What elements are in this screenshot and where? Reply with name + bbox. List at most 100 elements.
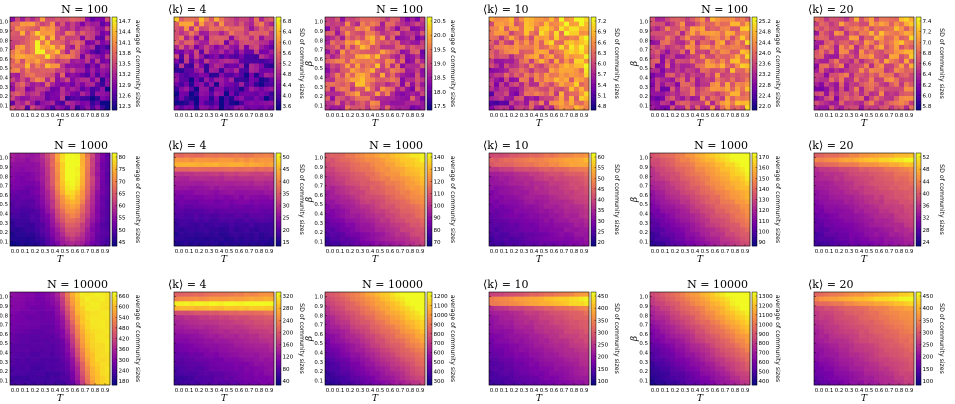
heatmap-cell — [549, 190, 555, 196]
colorbar-swatch — [752, 28, 757, 32]
heatmap-cell — [544, 82, 550, 88]
heatmap-cell — [259, 91, 265, 97]
colorbar-swatch — [916, 56, 921, 60]
heatmap-cell — [504, 180, 510, 186]
heatmap-cell — [559, 35, 565, 41]
heatmap-cell — [335, 227, 341, 233]
heatmap-cell — [854, 54, 860, 60]
heatmap-cell — [65, 185, 71, 191]
y-tick-label: 0.8 — [0, 38, 9, 44]
heatmap-cell — [259, 72, 265, 78]
heatmap-cell — [534, 204, 540, 210]
heatmap-cell — [539, 72, 545, 78]
heatmap-cell — [80, 153, 86, 158]
colorbar-swatch — [427, 47, 432, 50]
y-tick-label: 0.3 — [314, 221, 323, 227]
heatmap-cell — [75, 54, 81, 60]
heatmap-cell — [179, 208, 185, 214]
heatmap-cell — [10, 49, 16, 55]
colorbar-swatch — [591, 23, 596, 27]
heatmap-cell — [50, 44, 56, 50]
heatmap-cell — [50, 35, 56, 41]
heatmap-cell — [85, 49, 91, 55]
heatmap-cell — [569, 213, 575, 219]
heatmap-cell — [325, 30, 331, 36]
heatmap-cell — [174, 105, 180, 111]
heatmap-cell — [100, 82, 106, 88]
heatmap-cell — [360, 105, 366, 111]
heatmap-cell — [179, 105, 185, 111]
heatmap-cell — [254, 105, 260, 111]
heatmap-cell — [400, 166, 406, 172]
heatmap-cell — [410, 236, 416, 242]
heatmap-cell — [894, 35, 900, 41]
heatmap-cell — [544, 185, 550, 191]
colorbar-swatch — [276, 166, 281, 170]
heatmap-cell — [20, 222, 26, 228]
colorbar-swatch — [752, 105, 757, 108]
heatmap-cell — [415, 227, 421, 233]
colorbar-tick-label: 40 — [598, 198, 606, 204]
heatmap-cell — [859, 105, 865, 111]
heatmap-cell — [355, 194, 361, 200]
colorbar-tick-label: 55 — [119, 216, 127, 222]
heatmap-cell — [209, 21, 215, 27]
colorbar-swatch — [916, 86, 921, 90]
heatmap-cell — [564, 68, 570, 74]
heatmap-cell — [564, 213, 570, 219]
colorbar-label: average of community sizes — [774, 20, 781, 107]
heatmap-cell — [65, 40, 71, 46]
heatmap-cell — [80, 199, 86, 205]
heatmap-cell — [214, 96, 220, 101]
heatmap-cell — [504, 213, 510, 219]
heatmap-cell — [670, 91, 676, 97]
heatmap-cell — [60, 176, 66, 182]
heatmap-cell — [239, 91, 245, 97]
heatmap-cell — [690, 21, 696, 27]
heatmap-cell — [559, 153, 565, 158]
heatmap-cell — [65, 100, 71, 106]
heatmap-cell — [335, 77, 341, 83]
heatmap-cell — [25, 199, 31, 205]
heatmap-cell — [60, 185, 66, 191]
heatmap-cell — [105, 77, 111, 83]
colorbar-swatch — [916, 37, 921, 41]
heatmap-cell — [700, 96, 706, 101]
y-tick-label: 1.0 — [314, 156, 323, 162]
colorbar-swatch — [427, 37, 432, 41]
colorbar-swatch — [591, 234, 596, 238]
heatmap-cell — [370, 218, 376, 224]
heatmap-cell — [80, 35, 86, 41]
heatmap-cell — [670, 96, 676, 101]
colorbar-swatch — [752, 47, 757, 50]
heatmap-cell — [20, 17, 26, 22]
heatmap-cell — [189, 218, 195, 224]
colorbar-swatch — [752, 68, 757, 71]
heatmap-cell — [325, 17, 331, 22]
heatmap-cell — [405, 105, 411, 111]
heatmap-cell — [504, 204, 510, 210]
heatmap-cell — [514, 49, 520, 55]
colorbar-swatch — [916, 70, 921, 74]
heatmap-cell — [189, 166, 195, 172]
heatmap-cell — [105, 40, 111, 46]
heatmap-cell — [489, 82, 495, 88]
heatmap-cell — [395, 30, 401, 36]
heatmap-cell — [395, 17, 401, 22]
heatmap-cell — [579, 100, 585, 106]
heatmap-cell — [400, 26, 406, 32]
heatmap-cell — [249, 44, 255, 50]
y-tick-label: 1.0 — [314, 20, 323, 26]
heatmap-cell — [375, 40, 381, 46]
heatmap-cell — [410, 180, 416, 186]
heatmap-cell — [70, 208, 76, 214]
heatmap-cell — [504, 40, 510, 46]
heatmap-cell — [655, 91, 661, 97]
heatmap-cell — [859, 30, 865, 36]
heatmap-cell — [35, 105, 41, 111]
heatmap-cell — [509, 91, 515, 97]
heatmap-cell — [504, 218, 510, 224]
heatmap-cell — [904, 68, 910, 74]
heatmap-cell — [259, 204, 265, 210]
heatmap-cell — [184, 35, 190, 41]
